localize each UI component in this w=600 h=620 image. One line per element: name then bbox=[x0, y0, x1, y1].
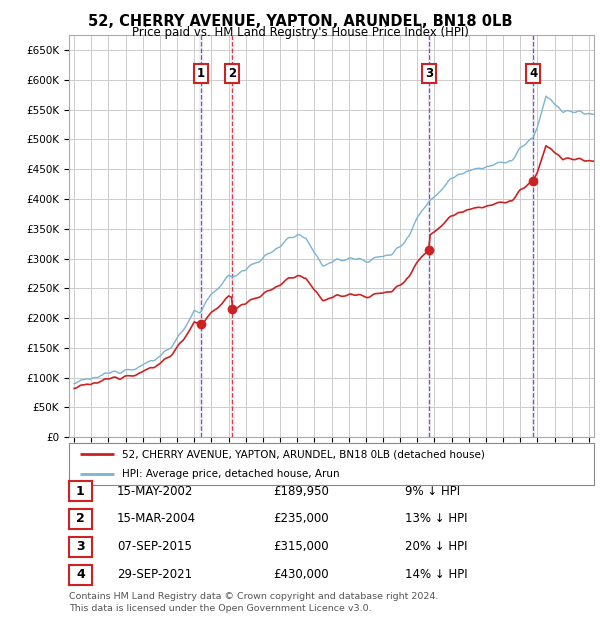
Text: £430,000: £430,000 bbox=[273, 569, 329, 581]
Bar bbox=[231, 35, 233, 437]
Text: 52, CHERRY AVENUE, YAPTON, ARUNDEL, BN18 0LB: 52, CHERRY AVENUE, YAPTON, ARUNDEL, BN18… bbox=[88, 14, 512, 29]
Text: 3: 3 bbox=[425, 67, 433, 80]
Text: £189,950: £189,950 bbox=[273, 485, 329, 497]
Text: 1: 1 bbox=[197, 67, 205, 80]
Text: 15-MAR-2004: 15-MAR-2004 bbox=[117, 513, 196, 525]
Text: 07-SEP-2015: 07-SEP-2015 bbox=[117, 541, 192, 553]
Text: 4: 4 bbox=[76, 569, 85, 581]
Text: £315,000: £315,000 bbox=[273, 541, 329, 553]
Text: £235,000: £235,000 bbox=[273, 513, 329, 525]
Text: 52, CHERRY AVENUE, YAPTON, ARUNDEL, BN18 0LB (detached house): 52, CHERRY AVENUE, YAPTON, ARUNDEL, BN18… bbox=[121, 449, 484, 459]
Bar bbox=[532, 35, 535, 437]
Text: This data is licensed under the Open Government Licence v3.0.: This data is licensed under the Open Gov… bbox=[69, 604, 371, 613]
Text: 2: 2 bbox=[228, 67, 236, 80]
Text: 4: 4 bbox=[529, 67, 537, 80]
Text: 9% ↓ HPI: 9% ↓ HPI bbox=[405, 485, 460, 497]
Bar bbox=[199, 35, 202, 437]
Text: 20% ↓ HPI: 20% ↓ HPI bbox=[405, 541, 467, 553]
Text: 29-SEP-2021: 29-SEP-2021 bbox=[117, 569, 192, 581]
Text: 2: 2 bbox=[76, 513, 85, 525]
Text: 13% ↓ HPI: 13% ↓ HPI bbox=[405, 513, 467, 525]
Text: 15-MAY-2002: 15-MAY-2002 bbox=[117, 485, 193, 497]
Text: Price paid vs. HM Land Registry's House Price Index (HPI): Price paid vs. HM Land Registry's House … bbox=[131, 26, 469, 39]
Text: 3: 3 bbox=[76, 541, 85, 553]
Text: Contains HM Land Registry data © Crown copyright and database right 2024.: Contains HM Land Registry data © Crown c… bbox=[69, 592, 439, 601]
Bar bbox=[428, 35, 430, 437]
Text: 14% ↓ HPI: 14% ↓ HPI bbox=[405, 569, 467, 581]
Text: HPI: Average price, detached house, Arun: HPI: Average price, detached house, Arun bbox=[121, 469, 339, 479]
Text: 1: 1 bbox=[76, 485, 85, 497]
